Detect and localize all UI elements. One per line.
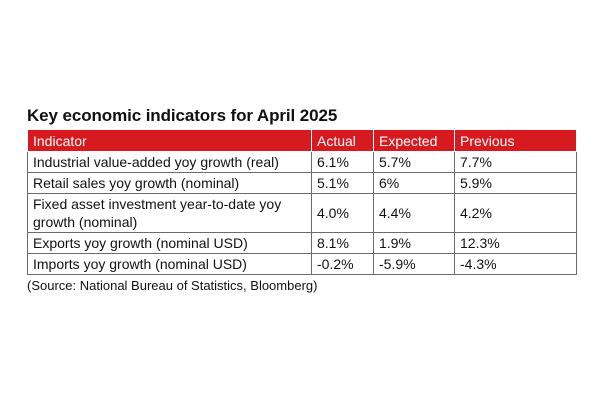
table-row: Industrial value-added yoy growth (real)… <box>27 151 577 173</box>
table-row: Imports yoy growth (nominal USD) -0.2% -… <box>27 253 577 275</box>
table-row: Exports yoy growth (nominal USD) 8.1% 1.… <box>27 232 577 254</box>
header-row: Indicator Actual Expected Previous <box>27 129 577 152</box>
expected-cell: 1.9% <box>373 232 455 254</box>
header-actual: Actual <box>311 129 374 152</box>
actual-cell: 5.1% <box>311 172 374 194</box>
header-indicator: Indicator <box>27 129 312 152</box>
expected-cell: 6% <box>373 172 455 194</box>
source-note: (Source: National Bureau of Statistics, … <box>27 278 318 293</box>
actual-cell: 4.0% <box>311 193 374 233</box>
indicator-cell: Exports yoy growth (nominal USD) <box>27 232 312 254</box>
previous-cell: 4.2% <box>454 193 577 233</box>
previous-cell: -4.3% <box>454 253 577 275</box>
indicator-cell: Retail sales yoy growth (nominal) <box>27 172 312 194</box>
header-expected: Expected <box>373 129 455 152</box>
previous-cell: 12.3% <box>454 232 577 254</box>
table-row: Retail sales yoy growth (nominal) 5.1% 6… <box>27 172 577 194</box>
actual-cell: -0.2% <box>311 253 374 275</box>
indicator-cell: Imports yoy growth (nominal USD) <box>27 253 312 275</box>
header-previous: Previous <box>454 129 577 152</box>
indicators-figure: Key economic indicators for April 2025 I… <box>27 106 577 294</box>
expected-cell: 4.4% <box>373 193 455 233</box>
table-title: Key economic indicators for April 2025 <box>27 106 338 125</box>
previous-cell: 7.7% <box>454 151 577 173</box>
expected-cell: 5.7% <box>373 151 455 173</box>
expected-cell: -5.9% <box>373 253 455 275</box>
indicator-cell: Industrial value-added yoy growth (real) <box>27 151 312 173</box>
indicator-cell: Fixed asset investment year-to-date yoy … <box>27 193 312 233</box>
indicators-table: Indicator Actual Expected Previous Indus… <box>27 129 577 275</box>
previous-cell: 5.9% <box>454 172 577 194</box>
actual-cell: 6.1% <box>311 151 374 173</box>
table-row: Fixed asset investment year-to-date yoy … <box>27 193 577 233</box>
actual-cell: 8.1% <box>311 232 374 254</box>
